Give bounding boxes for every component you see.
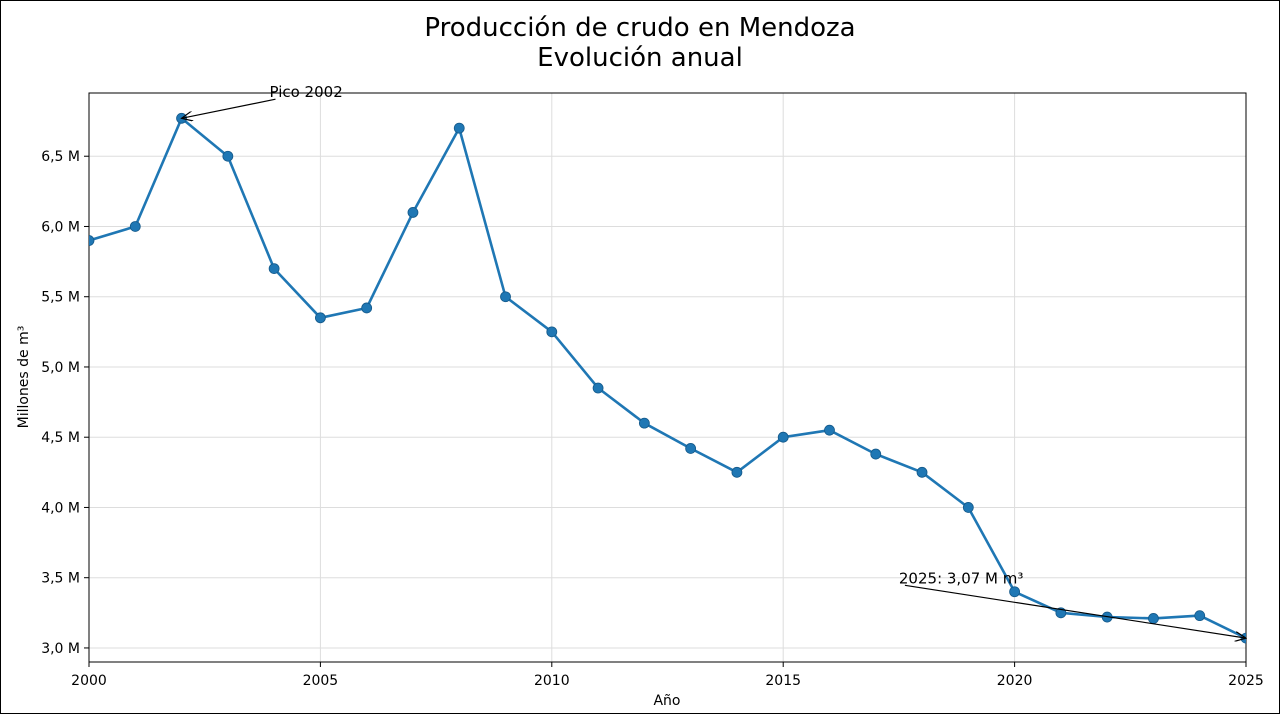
data-point — [731, 466, 743, 478]
x-tick-label: 2000 — [71, 673, 107, 689]
data-point — [824, 424, 835, 436]
x-tick-label: 2005 — [303, 673, 339, 689]
axes: 2000 2005 2010 2015 2020 2025 3,0 M 3,5 M 4,0 M 4… — [41, 149, 1264, 689]
data-point — [1009, 586, 1020, 598]
x-tick-label: 2015 — [765, 673, 801, 689]
data-point — [1148, 613, 1159, 624]
y-tick-label: 4,5 M — [41, 430, 80, 446]
annotations-layer: Pico 2002 2025: 3,07 M m³ — [182, 83, 1246, 638]
x-axis-label: Año — [653, 693, 680, 709]
plot-area — [88, 92, 1247, 663]
data-point — [546, 326, 558, 338]
data-point — [89, 235, 95, 246]
data-point — [314, 312, 326, 324]
annotation-arrow — [182, 98, 276, 118]
x-tick-label: 2010 — [534, 673, 570, 689]
y-tick-label: 3,0 M — [41, 641, 80, 657]
grid-lines — [88, 93, 1247, 662]
y-axis-label: Millones de m³ — [16, 326, 32, 429]
y-tick-label: 5,0 M — [41, 360, 80, 376]
data-point — [870, 448, 882, 460]
data-point — [685, 443, 697, 454]
data-point — [1194, 610, 1206, 622]
y-tick-label: 5,5 M — [41, 290, 80, 306]
series-line — [89, 117, 1246, 640]
series-layer — [89, 112, 1246, 644]
y-tick-label: 6,5 M — [41, 149, 80, 165]
data-point — [222, 150, 234, 162]
data-point — [453, 122, 465, 134]
data-point — [638, 417, 650, 429]
data-point — [268, 263, 280, 275]
data-point — [129, 221, 141, 232]
annotation-label: 2025: 3,07 M m³ — [899, 569, 1024, 587]
chart-subtitle: Evolución anual — [537, 43, 743, 73]
data-point — [592, 382, 604, 394]
y-tick-label: 4,0 M — [41, 500, 80, 516]
data-point — [777, 431, 789, 443]
x-tick-label: 2020 — [997, 673, 1033, 689]
data-point — [962, 502, 974, 513]
y-tick-label: 6,0 M — [41, 219, 80, 235]
data-point — [500, 291, 511, 303]
annotation-label: Pico 2002 — [269, 83, 342, 101]
data-point — [407, 207, 419, 218]
x-tick-label: 2025 — [1228, 673, 1264, 689]
annotation-arrow — [904, 584, 1246, 638]
data-point — [361, 302, 373, 314]
y-tick-label: 3,5 M — [41, 571, 80, 587]
data-point — [916, 466, 928, 478]
chart-title: Producción de crudo en Mendoza — [424, 13, 856, 43]
